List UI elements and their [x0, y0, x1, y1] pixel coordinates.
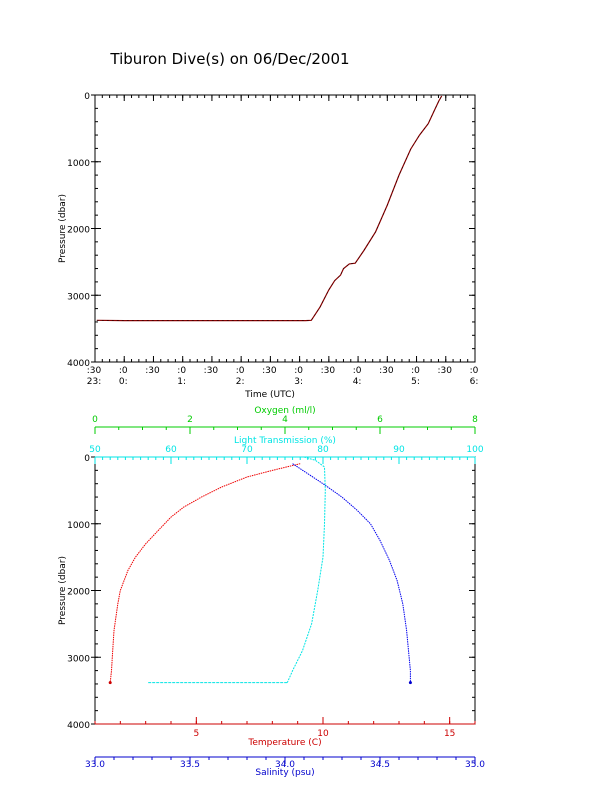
salinity-tick-label: 34.5 — [370, 760, 390, 770]
x-tick-label-hour: 4: — [353, 377, 362, 387]
y-tick-label: 0 — [84, 454, 90, 464]
salinity-tick-label: 34.0 — [275, 760, 295, 770]
oxygen-tick-label: 4 — [282, 415, 288, 425]
top-series-group — [96, 95, 443, 322]
oxygen-tick-label: 0 — [92, 415, 98, 425]
x-tick-label-hour: 3: — [294, 377, 303, 387]
transmission-tick-label: 100 — [466, 445, 483, 455]
x-tick-label: :30 — [438, 366, 453, 376]
salinity-tick-label: 35.0 — [465, 760, 485, 770]
salinity-axis-title: Salinity (psu) — [255, 768, 314, 778]
x-tick-label: :30 — [87, 366, 102, 376]
x-tick-label-hour: 23: — [87, 377, 101, 387]
x-tick-label: :30 — [204, 366, 219, 376]
dive-track-overlay — [96, 95, 442, 321]
top-y-axis: 0 1000 2000 3000 4000 — [67, 92, 475, 369]
top-x-axis: :3023::00::30:01::30:02::30:03::30:04::3… — [87, 95, 479, 387]
x-tick-label: :0 — [411, 366, 420, 376]
temperature-axis-title: Temperature (C) — [247, 738, 321, 748]
x-tick-label: :0 — [236, 366, 245, 376]
salinity-tick-label: 33.0 — [85, 760, 105, 770]
y-tick-label: 3000 — [67, 292, 90, 302]
top-y-axis-label: Pressure (dbar) — [58, 194, 68, 263]
y-tick-label: 0 — [84, 92, 90, 102]
x-tick-label-hour: 5: — [411, 377, 420, 387]
oxygen-tick-label: 8 — [472, 415, 478, 425]
temperature-tick-label: 10 — [317, 729, 329, 739]
transmission-tick-label: 60 — [165, 445, 177, 455]
y-tick-label: 2000 — [67, 588, 90, 598]
transmission-tick-label: 80 — [317, 445, 329, 455]
chart-title: Tiburon Dive(s) on 06/Dec/2001 — [110, 50, 350, 68]
x-tick-label-hour: 6: — [470, 377, 479, 387]
transmission-tick-label: 70 — [241, 445, 253, 455]
temperature-end-marker — [108, 681, 112, 685]
x-tick-label-hour: 1: — [177, 377, 186, 387]
y-tick-label: 1000 — [67, 159, 90, 169]
profile-panel: 0 1000 2000 3000 4000 0 2 4 6 8 Oxygen (ml/l) 50 60… — [58, 406, 485, 778]
x-tick-label: :30 — [145, 366, 160, 376]
bottom-y-axis-label: Pressure (dbar) — [58, 556, 68, 625]
temperature-tick-label: 15 — [444, 729, 455, 739]
oxygen-tick-label: 2 — [187, 415, 193, 425]
x-tick-label-hour: 2: — [236, 377, 245, 387]
x-tick-label: :30 — [379, 366, 394, 376]
y-tick-label: 2000 — [67, 226, 90, 236]
temperature-profile-line — [109, 463, 301, 683]
top-x-axis-label: Time (UTC) — [244, 390, 295, 400]
bottom-series-group — [108, 456, 412, 685]
bottom-plot-frame — [94, 456, 476, 725]
salinity-end-marker — [408, 681, 412, 685]
x-tick-label: :30 — [321, 366, 336, 376]
salinity-tick-label: 33.5 — [180, 760, 200, 770]
salinity-profile-line — [292, 463, 411, 683]
transmission-profile-line — [286, 456, 326, 683]
transmission-tick-label: 50 — [89, 445, 101, 455]
x-tick-label: :0 — [294, 366, 303, 376]
x-tick-label-hour: 0: — [119, 377, 128, 387]
y-tick-label: 4000 — [67, 359, 90, 369]
transmission-tick-label: 90 — [393, 445, 405, 455]
x-tick-label: :0 — [353, 366, 362, 376]
bottom-y-axis: 0 1000 2000 3000 4000 — [67, 454, 475, 731]
top-plot-frame — [94, 94, 476, 363]
x-tick-label: :0 — [177, 366, 186, 376]
x-tick-label: :0 — [119, 366, 128, 376]
oxygen-axis-title: Oxygen (ml/l) — [254, 406, 315, 416]
temperature-tick-label: 5 — [193, 729, 199, 739]
transmission-axis-title: Light Transmission (%) — [234, 436, 336, 446]
oxygen-tick-label: 6 — [377, 415, 383, 425]
y-tick-label: 3000 — [67, 654, 90, 664]
dive-track-line — [96, 95, 443, 322]
y-tick-label: 4000 — [67, 721, 90, 731]
x-tick-label: :0 — [470, 366, 479, 376]
y-tick-label: 1000 — [67, 521, 90, 531]
x-tick-label: :30 — [262, 366, 277, 376]
